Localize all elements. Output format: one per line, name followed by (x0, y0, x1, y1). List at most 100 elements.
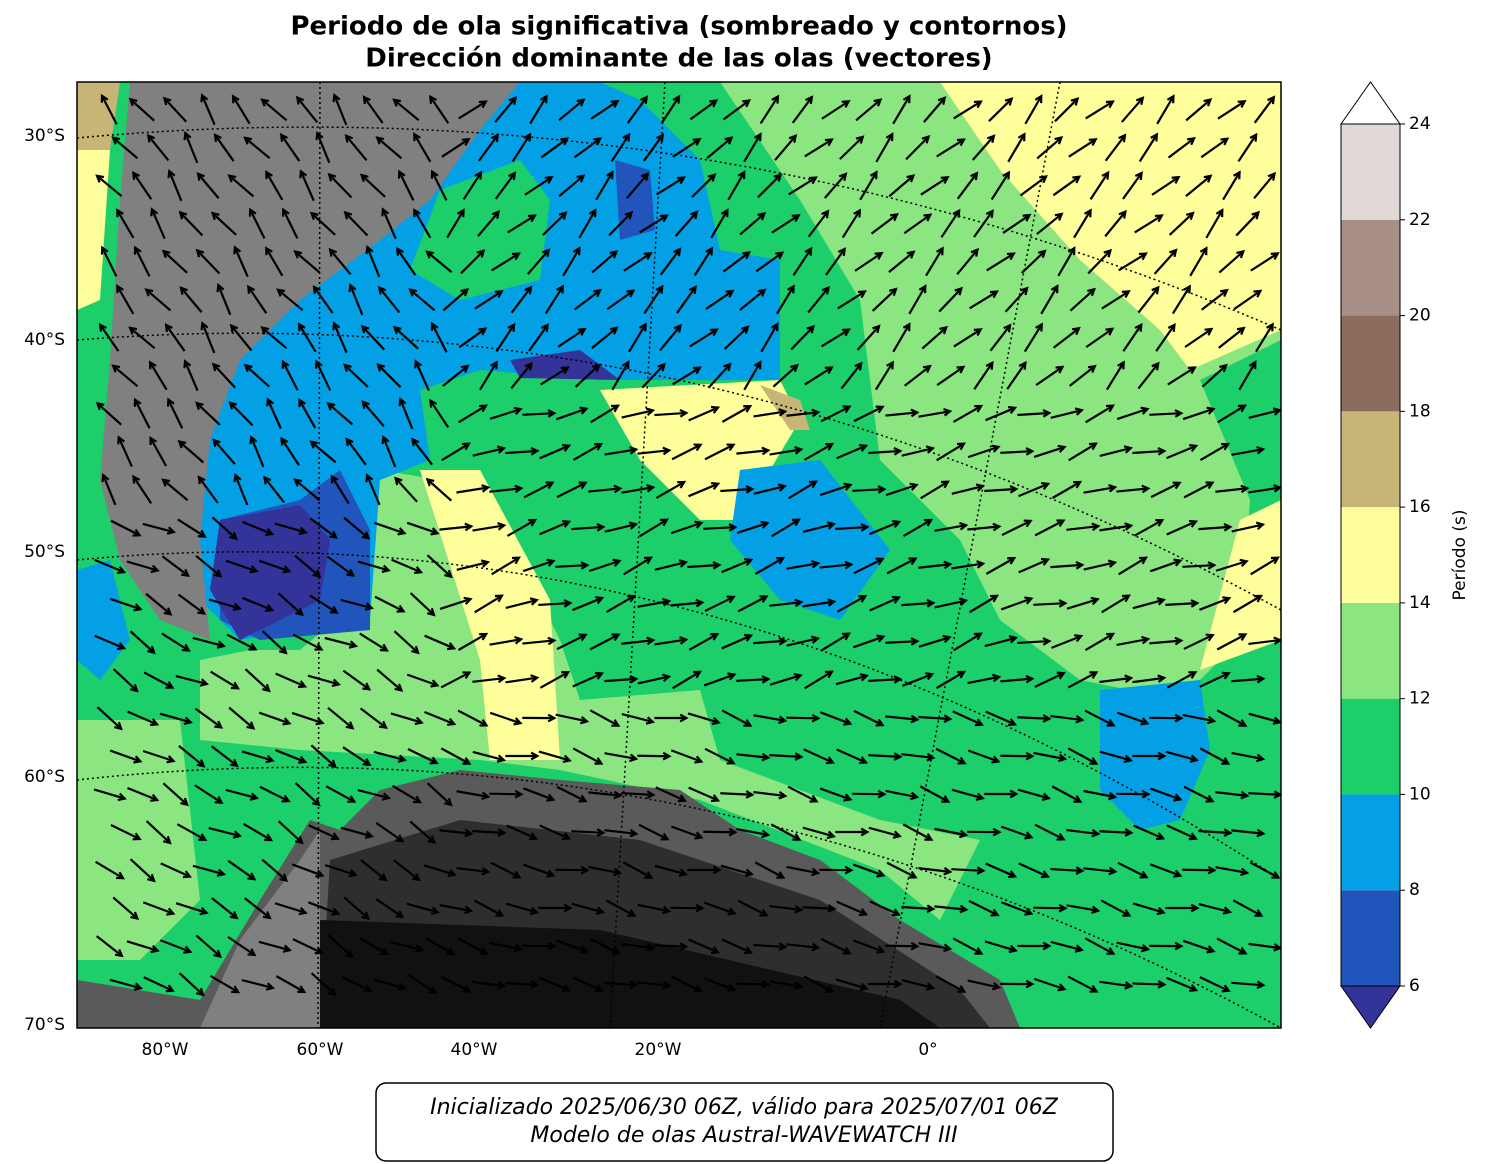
wave-vector (1033, 751, 1068, 763)
wave-vector (1017, 788, 1051, 801)
wave-vector (109, 749, 143, 764)
wave-vector (425, 477, 453, 502)
wave-vector (985, 862, 1018, 879)
wave-vector (671, 443, 703, 461)
wave-vector (984, 485, 1019, 494)
wave-vector (1066, 596, 1100, 610)
colorbar-tick-label: 18 (1409, 401, 1431, 421)
wave-vector (786, 713, 821, 723)
wave-vector (429, 94, 450, 124)
wave-vector (161, 478, 189, 502)
wave-vector (935, 975, 967, 993)
wave-vector (934, 521, 969, 532)
wave-vector (227, 859, 257, 881)
wave-vector (956, 171, 979, 200)
wave-vector (743, 132, 762, 163)
wave-vector (885, 482, 919, 497)
wave-vector (127, 710, 160, 727)
wave-vector (703, 827, 738, 837)
wave-vector (1199, 976, 1231, 993)
wave-vector (555, 939, 589, 954)
wave-vector (1083, 789, 1118, 801)
wave-vector (1166, 444, 1199, 460)
wave-vector (802, 521, 837, 534)
wave-vector (1000, 751, 1035, 761)
wave-vector (672, 670, 702, 690)
wave-vector (1033, 977, 1067, 992)
wave-vector (753, 790, 788, 800)
wave-vector (1231, 828, 1266, 838)
wave-vector (343, 210, 369, 237)
wave-vector (540, 137, 570, 159)
wave-vector (1166, 519, 1199, 536)
wave-vector (1149, 558, 1183, 573)
wave-vector (1165, 903, 1200, 913)
wave-vector (572, 596, 605, 612)
colorbar-band (1341, 411, 1400, 508)
wave-vector (869, 900, 901, 917)
wave-vector (1000, 979, 1035, 989)
wave-vector (227, 936, 257, 957)
wave-vector (94, 634, 127, 651)
wave-vector (274, 902, 308, 916)
wave-vectors (93, 93, 1281, 997)
wave-vector (146, 133, 170, 162)
lat-label: 40°S (24, 330, 65, 350)
wave-vector (1050, 940, 1085, 953)
wave-vector (229, 323, 253, 352)
title-line: Dirección dominante de las olas (vectore… (365, 44, 992, 74)
wave-vector (856, 324, 881, 351)
wave-vector (522, 787, 556, 802)
wave-vector (477, 133, 500, 162)
wave-vector (737, 899, 769, 917)
wave-vector (324, 864, 358, 878)
wave-vector (261, 858, 289, 882)
wave-vector (522, 863, 556, 878)
wave-vector (1068, 138, 1098, 158)
wave-vector (374, 595, 406, 613)
wave-vector (1182, 713, 1217, 725)
wave-vector (885, 637, 920, 646)
wave-vector (885, 789, 920, 801)
wave-vector (604, 521, 639, 533)
wave-vector (951, 560, 986, 570)
wave-vector (1118, 556, 1148, 576)
wave-vector (710, 208, 729, 239)
wave-vector (803, 748, 835, 765)
wave-vector (279, 132, 301, 162)
wave-vector (1200, 288, 1229, 311)
wave-vector (491, 252, 521, 272)
wave-vector (985, 406, 1018, 422)
wave-vector (984, 635, 1018, 648)
wave-vector (935, 670, 967, 690)
wave-vector (791, 95, 814, 124)
wave-vector (903, 213, 933, 235)
wave-vector (853, 557, 885, 575)
wave-vector (457, 937, 489, 955)
colorbar-tick-label: 24 (1409, 114, 1431, 134)
wave-vector (132, 170, 153, 200)
wave-vector (821, 632, 851, 652)
colorbar-tick-label: 6 (1409, 976, 1420, 996)
wave-vector (150, 207, 166, 240)
wave-vector (985, 710, 1018, 727)
wave-vector (440, 671, 472, 689)
wave-vector (161, 555, 190, 577)
wave-vector (852, 634, 886, 649)
lat-label: 60°S (24, 767, 65, 787)
wave-vector (852, 485, 887, 494)
wave-vector (341, 976, 373, 993)
wave-vector (967, 749, 1001, 764)
wave-vector (720, 790, 755, 799)
wave-vector (721, 405, 753, 423)
wave-vector (510, 285, 533, 314)
wave-vector (440, 975, 472, 993)
wave-vector (314, 359, 332, 391)
wave-vector (854, 251, 884, 272)
wave-vector (522, 409, 557, 418)
wave-vector (1066, 904, 1101, 915)
wave-vector (295, 95, 319, 124)
wave-vector (491, 556, 521, 576)
wave-vector (637, 903, 672, 915)
wave-vector (1253, 95, 1276, 124)
